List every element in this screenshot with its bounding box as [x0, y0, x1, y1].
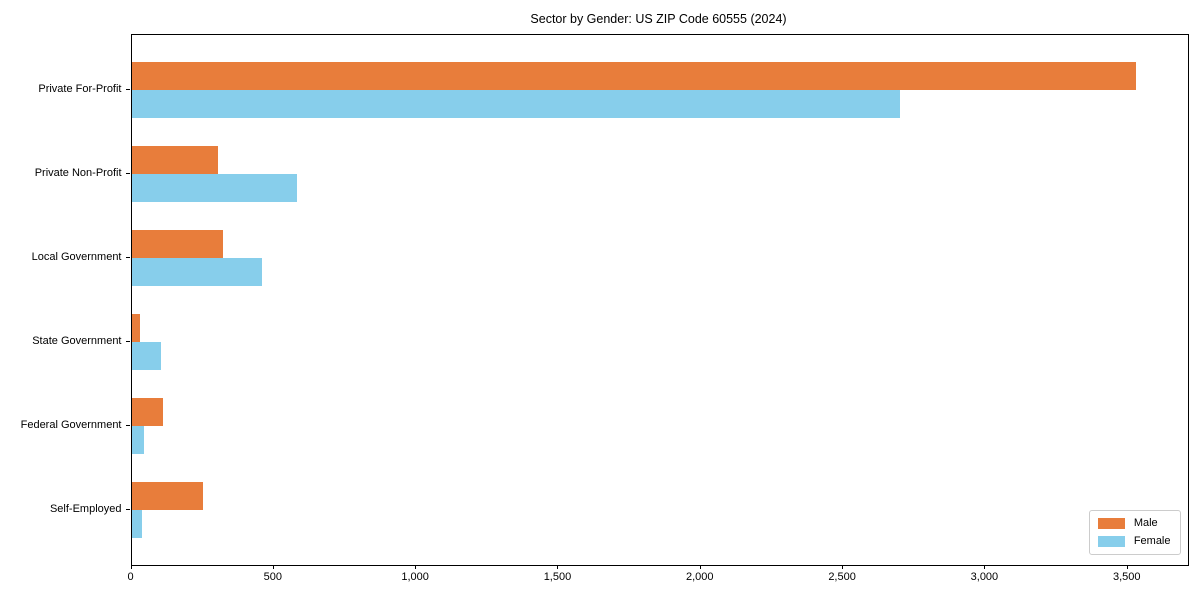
x-tick-label-3-000: 3,000 [970, 570, 999, 583]
x-tick-label-0: 0 [127, 570, 134, 583]
y-tick-label-state-government: State Government [32, 334, 122, 347]
legend-label-female: Female [1133, 535, 1171, 547]
legend: Male Female [1088, 509, 1181, 555]
bar-male-private-for-profit [131, 61, 1137, 90]
y-tick-label-private-non-profit: Private Non-Profit [34, 166, 122, 179]
legend-item-male: Male [1097, 517, 1171, 530]
bar-female-state-government [131, 341, 162, 370]
y-tick-label-federal-government: Federal Government [20, 418, 122, 431]
x-tick-label-2-000: 2,000 [686, 570, 714, 583]
x-tick-label-1-000: 1,000 [401, 570, 429, 583]
x-tick-mark [415, 564, 417, 569]
plot-area: Male Female [130, 34, 1189, 566]
bar-male-federal-government [131, 397, 163, 426]
x-tick-mark [984, 564, 986, 569]
y-tick-label-private-for-profit: Private For-Profit [38, 82, 122, 95]
legend-swatch-male [1097, 517, 1125, 529]
y-tick-label-self-employed: Self-Employed [49, 502, 122, 515]
legend-swatch-female [1097, 535, 1125, 547]
y-tick-mark [126, 172, 130, 174]
bar-female-self-employed [131, 509, 142, 538]
bar-female-federal-government [131, 425, 145, 454]
y-tick-mark [126, 424, 130, 426]
y-tick-mark [126, 508, 130, 510]
legend-items: Male Female [1097, 517, 1171, 548]
x-tick-label-1-500: 1,500 [543, 570, 572, 583]
bar-female-local-government [131, 257, 263, 286]
legend-item-female: Female [1097, 535, 1171, 548]
x-tick-label-3-500: 3,500 [1112, 570, 1141, 583]
bar-male-self-employed [131, 481, 203, 510]
legend-label-male: Male [1133, 517, 1158, 529]
x-tick-mark [699, 564, 701, 569]
bar-female-private-non-profit [131, 173, 297, 202]
x-tick-mark [130, 564, 132, 569]
bar-female-private-for-profit [131, 89, 900, 118]
chart-title: Sector by Gender: US ZIP Code 60555 (202… [530, 12, 787, 26]
y-tick-mark [126, 256, 130, 258]
x-tick-label-500: 500 [263, 570, 282, 583]
x-tick-mark [1126, 564, 1128, 569]
bar-male-local-government [131, 229, 223, 258]
y-tick-label-local-government: Local Government [31, 250, 122, 263]
bar-male-private-non-profit [131, 145, 219, 174]
x-tick-mark [557, 564, 559, 569]
x-tick-label-2-500: 2,500 [828, 570, 856, 583]
y-tick-mark [126, 88, 130, 90]
x-tick-mark [272, 564, 274, 569]
x-tick-mark [842, 564, 844, 569]
bar-male-state-government [131, 313, 140, 342]
y-tick-mark [126, 340, 130, 342]
